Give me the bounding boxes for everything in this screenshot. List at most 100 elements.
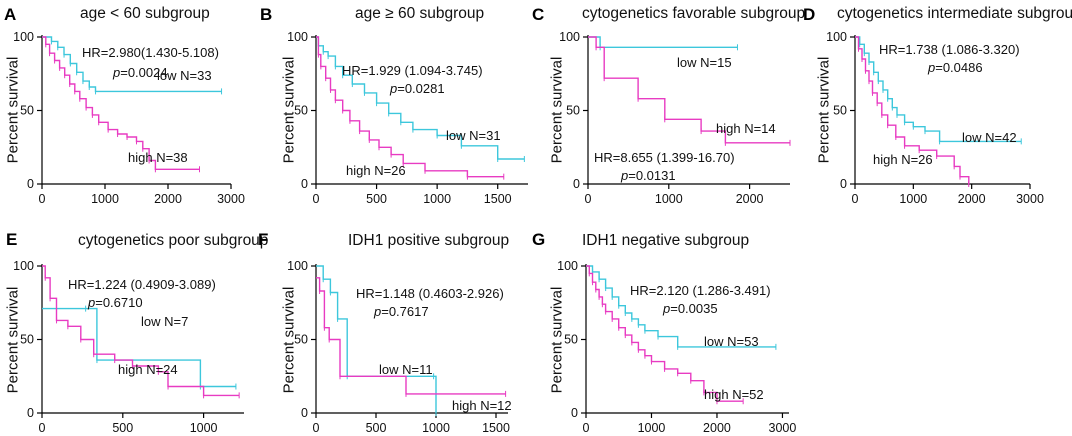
y-tick-label: 100 bbox=[287, 30, 308, 44]
x-tick-label: 2000 bbox=[736, 192, 764, 206]
y-axis-label: Percent survival bbox=[280, 57, 297, 164]
x-tick-label: 1000 bbox=[423, 192, 451, 206]
hazard-ratio-text: HR=1.929 (1.094-3.745) bbox=[342, 63, 483, 78]
hazard-ratio-text: HR=1.224 (0.4909-3.089) bbox=[68, 277, 216, 292]
x-tick-label: 0 bbox=[585, 192, 592, 206]
y-tick-label: 0 bbox=[301, 406, 308, 420]
series-label-high: high N=52 bbox=[704, 387, 764, 402]
p-value-text: p=0.0281 bbox=[389, 81, 445, 96]
x-tick-label: 2000 bbox=[703, 421, 731, 435]
panel-g: G IDH1 negative subgroup Percent survival 0… bbox=[532, 230, 796, 435]
survival-curve-high bbox=[42, 36, 200, 170]
p-symbol: p bbox=[112, 65, 120, 80]
p-value: =0.0024 bbox=[120, 65, 167, 80]
series-label-low: low N=7 bbox=[141, 314, 188, 329]
y-tick-label: 0 bbox=[27, 406, 34, 420]
p-value-text: p=0.0486 bbox=[927, 60, 983, 75]
x-tick-label: 0 bbox=[313, 192, 320, 206]
series-label-low: low N=42 bbox=[962, 130, 1017, 145]
x-tick-label: 3000 bbox=[217, 192, 245, 206]
panel-title: cytogenetics poor subgroup bbox=[78, 232, 268, 249]
p-value-text: p=0.0024 bbox=[112, 65, 168, 80]
hazard-ratio-text: HR=2.980(1.430-5.108) bbox=[82, 45, 219, 60]
p-value-text: p=0.6710 bbox=[87, 295, 143, 310]
hazard-ratio-text: HR=2.120 (1.286-3.491) bbox=[630, 283, 771, 298]
series-label-high: high N=12 bbox=[452, 398, 512, 413]
panel-letter: F bbox=[258, 230, 268, 249]
survival-curve-low bbox=[42, 36, 222, 93]
y-tick-label: 50 bbox=[833, 104, 847, 118]
y-axis-label: Percent survival bbox=[548, 57, 565, 164]
y-axis-label: Percent survival bbox=[4, 57, 21, 164]
survival-curve-low bbox=[855, 36, 1022, 143]
x-tick-label: 2000 bbox=[958, 192, 986, 206]
panel-letter: C bbox=[532, 5, 544, 24]
survival-curve-high bbox=[42, 265, 240, 397]
hazard-ratio-text: HR=1.148 (0.4603-2.926) bbox=[356, 286, 504, 301]
p-symbol: p bbox=[389, 81, 397, 96]
x-tick-label: 0 bbox=[39, 421, 46, 435]
panel-letter: B bbox=[260, 5, 272, 24]
y-axis-label: Percent survival bbox=[4, 287, 21, 394]
y-tick-label: 0 bbox=[27, 177, 34, 191]
y-axis-label: Percent survival bbox=[548, 287, 565, 394]
panel-letter: A bbox=[4, 5, 16, 24]
panel-title: cytogenetics favorable subgroup bbox=[582, 5, 805, 22]
survival-curve-low bbox=[588, 36, 738, 48]
p-symbol: p bbox=[373, 304, 381, 319]
y-tick-label: 50 bbox=[564, 333, 578, 347]
x-tick-label: 500 bbox=[112, 421, 133, 435]
panel-title: IDH1 negative subgroup bbox=[582, 232, 749, 249]
p-value-text: p=0.0035 bbox=[662, 301, 718, 316]
x-tick-label: 1000 bbox=[190, 421, 218, 435]
y-tick-label: 50 bbox=[20, 104, 34, 118]
p-symbol: p bbox=[87, 295, 95, 310]
panel-title: IDH1 positive subgroup bbox=[348, 232, 509, 249]
series-label-low: low N=31 bbox=[446, 128, 501, 143]
y-tick-label: 0 bbox=[571, 406, 578, 420]
panel-title: cytogenetics intermediate subgroup bbox=[837, 5, 1072, 22]
x-tick-label: 0 bbox=[313, 421, 320, 435]
p-value: =0.0131 bbox=[628, 168, 675, 183]
series-label-low: low N=15 bbox=[677, 55, 732, 70]
hazard-ratio-text: HR=8.655 (1.399-16.70) bbox=[594, 150, 735, 165]
y-tick-label: 100 bbox=[559, 30, 580, 44]
y-axis-label: Percent survival bbox=[280, 287, 297, 394]
y-tick-label: 50 bbox=[20, 333, 34, 347]
x-tick-label: 0 bbox=[39, 192, 46, 206]
survival-curve-low bbox=[316, 36, 525, 160]
p-value: =0.0035 bbox=[670, 301, 717, 316]
series-label-high: high N=24 bbox=[118, 362, 178, 377]
survival-curve-high bbox=[586, 265, 744, 402]
x-tick-label: 1500 bbox=[482, 421, 510, 435]
x-tick-label: 0 bbox=[852, 192, 859, 206]
p-value: =0.0281 bbox=[397, 81, 444, 96]
x-tick-label: 1000 bbox=[899, 192, 927, 206]
x-tick-label: 0 bbox=[583, 421, 590, 435]
series-label-high: high N=38 bbox=[128, 150, 188, 165]
p-value-text: p=0.0131 bbox=[620, 168, 676, 183]
panel-title: age ≥ 60 subgroup bbox=[355, 5, 484, 22]
x-tick-label: 3000 bbox=[1016, 192, 1044, 206]
series-label-low: low N=11 bbox=[379, 362, 433, 377]
x-tick-label: 1000 bbox=[422, 421, 450, 435]
y-tick-label: 100 bbox=[13, 259, 34, 273]
y-tick-label: 100 bbox=[826, 30, 847, 44]
p-symbol: p bbox=[927, 60, 935, 75]
p-value-text: p=0.7617 bbox=[373, 304, 429, 319]
p-symbol: p bbox=[620, 168, 628, 183]
series-label-high: high N=26 bbox=[346, 163, 406, 178]
y-tick-label: 100 bbox=[287, 259, 308, 273]
panel-letter: G bbox=[532, 230, 545, 249]
y-tick-label: 100 bbox=[13, 30, 34, 44]
x-tick-label: 1000 bbox=[638, 421, 666, 435]
x-tick-label: 500 bbox=[366, 421, 387, 435]
hazard-ratio-text: HR=1.738 (1.086-3.320) bbox=[879, 42, 1020, 57]
series-label-low: low N=53 bbox=[704, 334, 759, 349]
panel-letter: E bbox=[6, 230, 17, 249]
